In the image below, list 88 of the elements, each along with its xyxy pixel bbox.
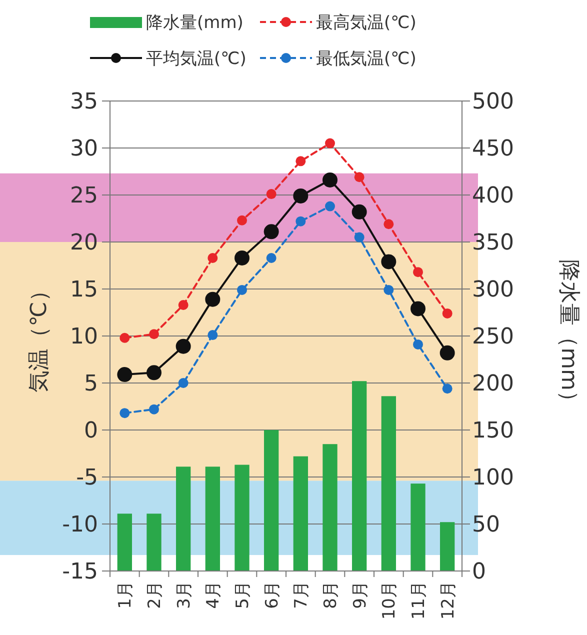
bar xyxy=(205,466,220,571)
y2-tick-label: 50 xyxy=(472,512,500,538)
point xyxy=(234,250,250,266)
bar xyxy=(117,514,132,571)
y2-tick-label: 250 xyxy=(472,324,514,350)
bar xyxy=(440,522,455,571)
x-tick-label: 8月 xyxy=(321,581,341,609)
point xyxy=(296,156,306,166)
point xyxy=(205,292,220,307)
point xyxy=(208,330,218,340)
bar xyxy=(322,444,338,571)
y2-tick-label: 450 xyxy=(472,136,514,162)
point xyxy=(178,378,188,388)
point xyxy=(208,252,218,263)
x-tick-label: 7月 xyxy=(292,581,312,609)
y2-tick-label: 300 xyxy=(472,278,514,303)
point xyxy=(266,189,276,200)
x-tick-label: 5月 xyxy=(233,581,253,609)
bar xyxy=(146,514,162,571)
bar xyxy=(234,464,250,571)
legend-label: 平均気温(℃) xyxy=(146,48,246,69)
x-tick-label: 10月 xyxy=(380,581,400,620)
point xyxy=(149,329,159,340)
y-axis-title: 気温（℃） xyxy=(27,280,52,392)
x-tick-label: 4月 xyxy=(204,581,224,609)
bar xyxy=(410,484,426,571)
point xyxy=(120,332,130,343)
y-tick-label: 35 xyxy=(70,90,98,115)
x-tick-label: 12月 xyxy=(438,581,458,620)
y-tick-label: -15 xyxy=(62,560,98,585)
point xyxy=(293,188,308,204)
point xyxy=(354,172,364,182)
point xyxy=(117,367,132,382)
bar xyxy=(293,456,308,571)
point xyxy=(237,284,247,295)
y-tick-label: 10 xyxy=(70,324,98,350)
x-tick-label: 6月 xyxy=(262,581,282,609)
x-tick-label: 11月 xyxy=(409,581,429,620)
y2-tick-label: 400 xyxy=(472,184,514,209)
point xyxy=(354,232,364,242)
x-tick-label: 1月 xyxy=(116,581,136,609)
point xyxy=(264,224,279,240)
y2-tick-label: 100 xyxy=(472,466,514,491)
y-tick-label: -10 xyxy=(62,512,98,538)
y-tick-label: 0 xyxy=(84,418,98,444)
legend-label: 最低気温(℃) xyxy=(316,48,416,69)
point xyxy=(266,252,276,263)
point xyxy=(178,300,188,310)
y-tick-label: 15 xyxy=(70,278,98,303)
point xyxy=(440,345,455,360)
point xyxy=(322,172,338,188)
y2-tick-label: 0 xyxy=(472,560,486,585)
point xyxy=(413,339,423,350)
y2-axis-title: 降水量（mm） xyxy=(556,260,581,412)
legend-label: 降水量(mm) xyxy=(146,12,244,33)
bar xyxy=(381,396,396,571)
legend-label: 最高気温(℃) xyxy=(316,12,416,33)
y-tick-label: 30 xyxy=(70,136,98,162)
point xyxy=(384,219,394,230)
point xyxy=(120,408,130,418)
point xyxy=(176,338,191,354)
y2-tick-label: 350 xyxy=(472,230,514,256)
point xyxy=(325,201,335,212)
point xyxy=(237,215,247,226)
y2-tick-label: 150 xyxy=(472,418,514,444)
y2-tick-label: 200 xyxy=(472,372,514,397)
point xyxy=(146,365,162,380)
point xyxy=(149,404,159,414)
y-tick-label: 5 xyxy=(84,372,98,397)
point xyxy=(442,308,452,318)
point xyxy=(325,138,335,148)
point xyxy=(384,284,394,295)
point xyxy=(381,254,396,270)
y2-tick-label: 500 xyxy=(472,90,514,115)
y-tick-label: 25 xyxy=(70,184,98,209)
point xyxy=(410,301,426,316)
x-tick-label: 2月 xyxy=(145,581,165,609)
bar xyxy=(264,430,279,571)
point xyxy=(352,204,367,220)
point xyxy=(413,267,423,278)
point xyxy=(296,216,306,226)
point xyxy=(442,384,452,394)
y-tick-label: -5 xyxy=(76,466,98,491)
bar xyxy=(352,381,367,571)
y-tick-label: 20 xyxy=(70,230,98,256)
bar xyxy=(176,466,191,571)
x-tick-label: 9月 xyxy=(350,581,370,609)
x-tick-label: 3月 xyxy=(174,581,194,609)
